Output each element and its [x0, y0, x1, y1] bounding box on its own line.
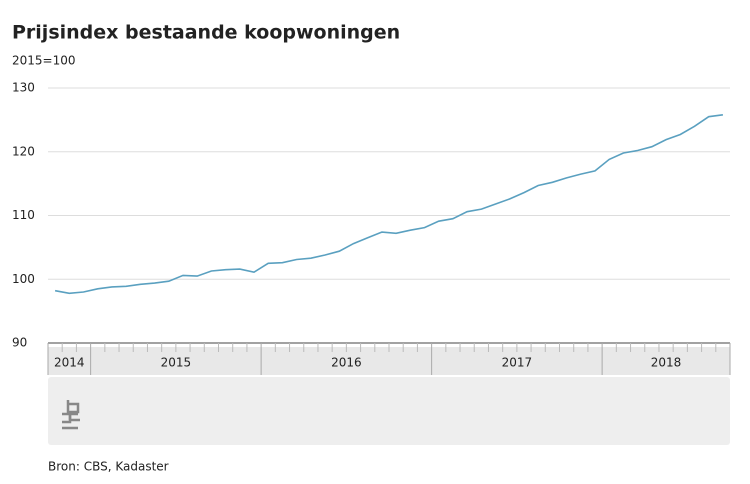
chart-title: Prijsindex bestaande koopwoningen [12, 22, 400, 44]
y-tick-label: 100 [12, 272, 35, 286]
x-tick-label: 2016 [331, 356, 362, 370]
y-tick-label: 110 [12, 208, 35, 222]
x-tick-label: 2015 [161, 356, 192, 370]
x-tick-label: 2018 [651, 356, 682, 370]
source: Bron: CBS, Kadaster [48, 460, 169, 474]
x-tick-label: 2017 [502, 356, 533, 370]
y-tick-label: 90 [12, 336, 27, 350]
y-tick-label: 120 [12, 144, 35, 158]
chart-subtitle: 2015=100 [12, 54, 76, 68]
x-tick-label: 2014 [54, 356, 85, 370]
line [54, 114, 724, 295]
y-tick-label: 130 [12, 81, 35, 95]
cbs-logo [62, 400, 80, 430]
logo-panel [48, 377, 730, 445]
